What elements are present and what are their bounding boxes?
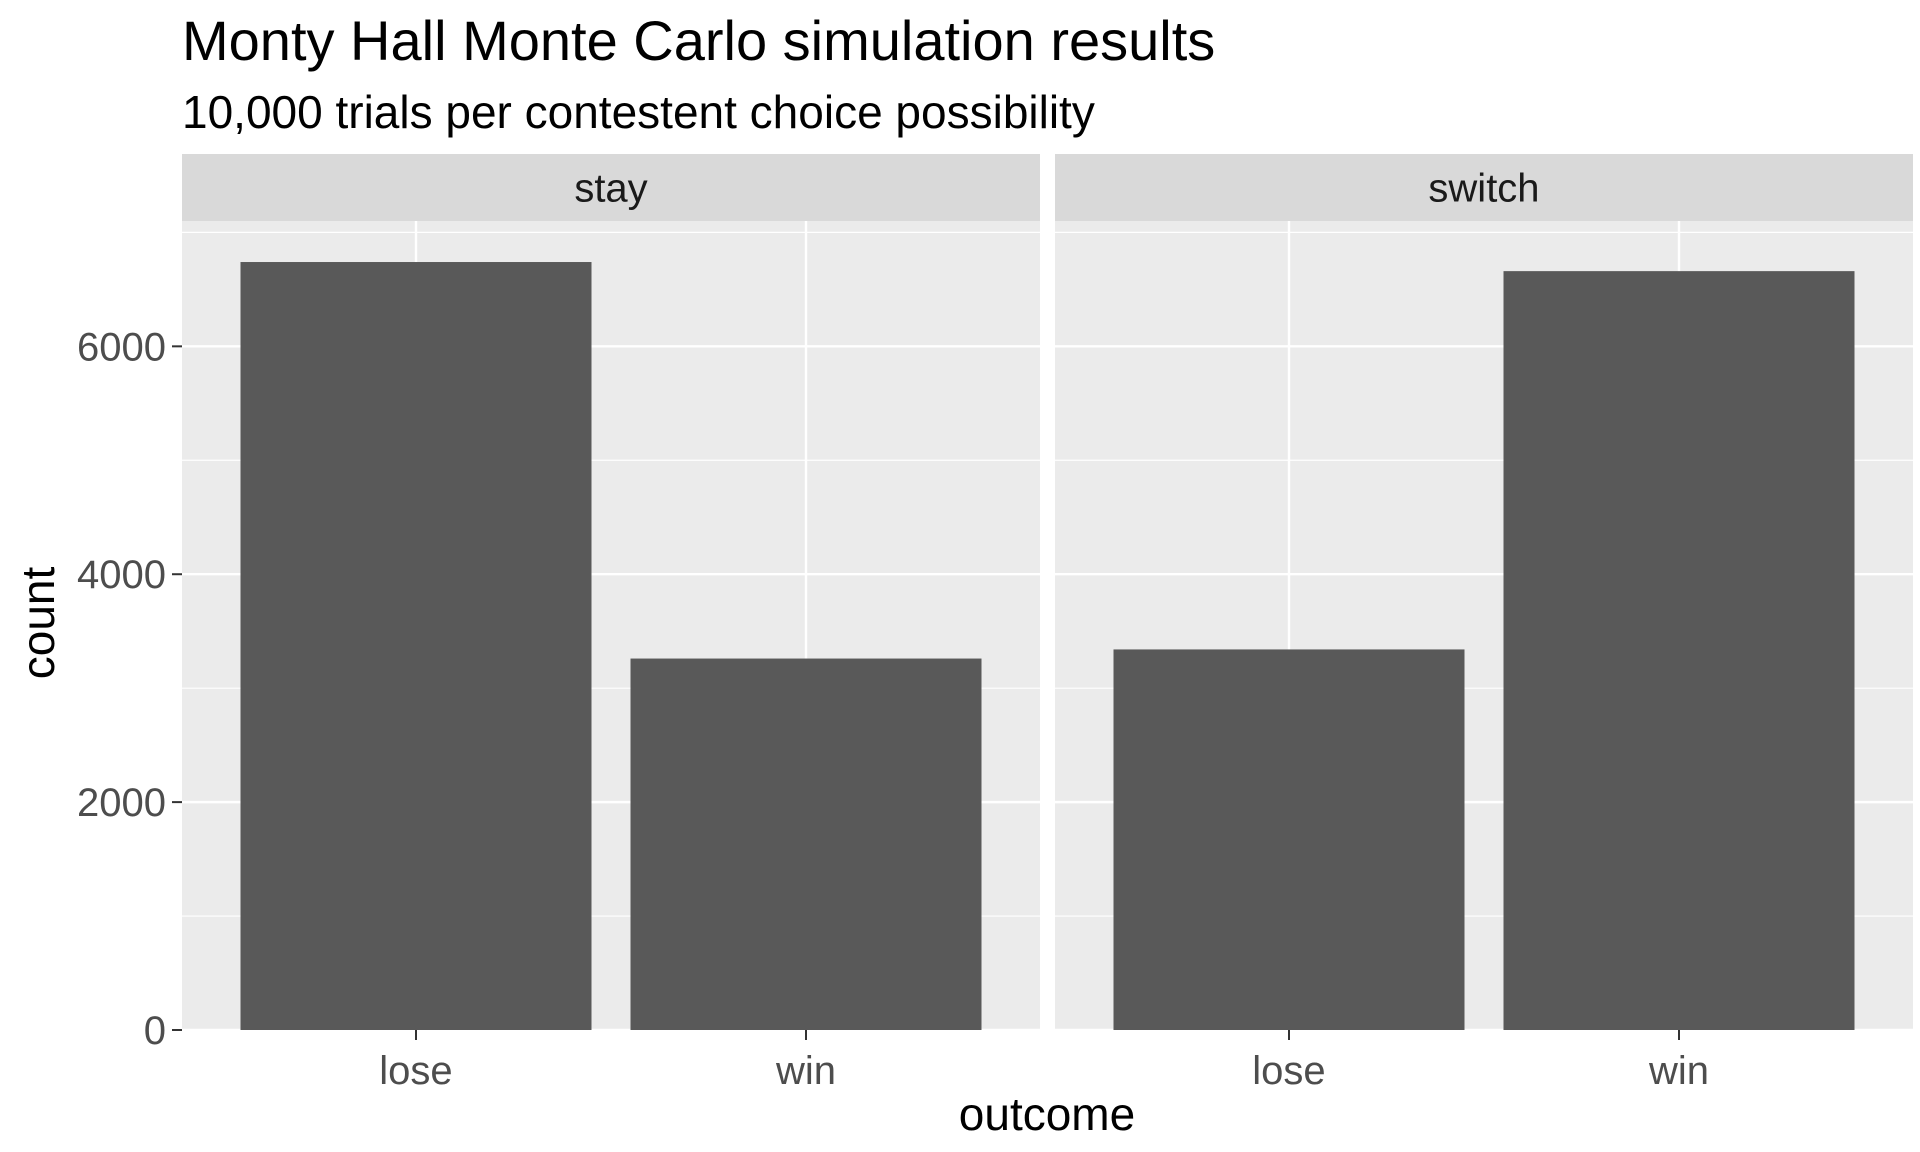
y-tick-label: 4000 [77, 553, 166, 597]
facet-panel-switch: switch lose win [1055, 154, 1913, 1093]
facet-strip [1055, 154, 1913, 221]
y-tick-label: 2000 [77, 781, 166, 825]
chart-title: Monty Hall Monte Carlo simulation result… [182, 9, 1215, 72]
bar-switch-win [1503, 271, 1855, 1030]
x-tick-label: lose [1252, 1049, 1325, 1093]
facet-panels: stay lose win switch lose win [182, 154, 1913, 1093]
y-axis-title: count [12, 567, 64, 680]
x-tick-label: lose [379, 1049, 452, 1093]
chart-subtitle: 10,000 trials per contestent choice poss… [182, 86, 1095, 138]
y-tick-label: 6000 [77, 325, 166, 369]
x-tick-label: win [775, 1049, 836, 1093]
y-tick-label: 0 [144, 1009, 166, 1053]
x-tick-label: win [1648, 1049, 1709, 1093]
facet-panel-stay: stay lose win [182, 154, 1040, 1093]
facet-strip-label: stay [574, 167, 647, 211]
facet-strip [182, 154, 1040, 221]
y-axis: 0 2000 4000 6000 [77, 325, 182, 1053]
bar-stay-win [630, 658, 982, 1030]
x-axis-title: outcome [959, 1088, 1135, 1140]
bar-stay-lose [240, 262, 592, 1030]
facet-strip-label: switch [1428, 167, 1539, 211]
bar-switch-lose [1113, 649, 1465, 1030]
